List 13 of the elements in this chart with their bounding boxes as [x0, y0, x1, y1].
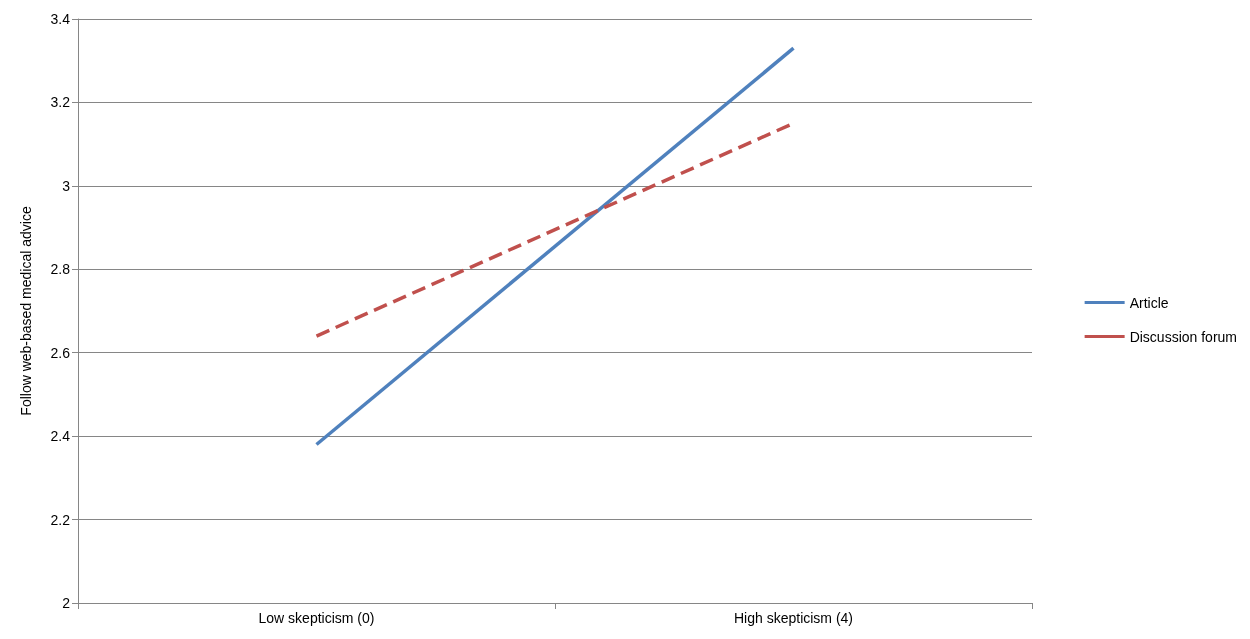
y-tick-label: 2.4 — [50, 428, 71, 445]
x-tick-label: Low skepticism (0) — [258, 610, 375, 626]
y-tick-label: 2.2 — [50, 511, 71, 528]
y-tick-label: 3.4 — [50, 11, 71, 27]
y-axis-title: Follow web-based medical advice — [18, 206, 34, 416]
y-tick-label: 2.8 — [50, 261, 71, 278]
x-tick-label: High skepticism (4) — [733, 610, 854, 626]
legend-label: Discussion forum — [1129, 328, 1238, 345]
legend-label: Article — [1129, 294, 1169, 311]
y-tick-label: 2.6 — [50, 344, 71, 361]
y-tick-label: 2 — [62, 595, 71, 611]
y-tick-label: 3 — [62, 177, 71, 194]
y-tick-label: 3.2 — [50, 94, 71, 111]
